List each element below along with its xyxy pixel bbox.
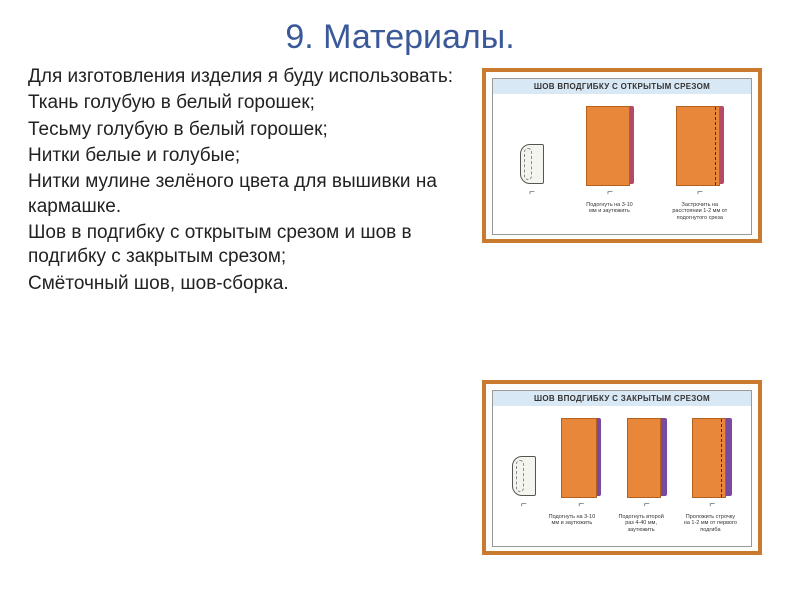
diagram2-step2: ⌐	[627, 418, 667, 507]
diagram2-cap1: Подогнуть на 3-10 мм и заутюжить	[544, 514, 599, 533]
para-2: Тесьму голубую в белый горошек;	[28, 118, 458, 142]
para-3: Нитки белые и голубые;	[28, 144, 458, 168]
diagram1-cap2: Застрочить на расстоянии 1-2 мм от подог…	[672, 202, 727, 221]
diagram1-cap1: Подогнуть на 3-10 мм и заутюжить	[582, 202, 637, 221]
diagram2-step1: ⌐	[561, 418, 601, 507]
diagram2-title: ШОВ ВПОДГИБКУ С ЗАКРЫТЫМ СРЕЗОМ	[493, 391, 751, 406]
diagram1-cap-blank	[517, 202, 547, 221]
diagram2-roll: ⌐	[512, 456, 536, 507]
seam-diagram-open: ШОВ ВПОДГИБКУ С ОТКРЫТЫМ СРЕЗОМ ⌐ ⌐ ⌐	[482, 68, 762, 243]
para-6: Смёточный шов, шов-сборка.	[28, 272, 458, 296]
para-0: Для изготовления изделия я буду использо…	[28, 65, 458, 89]
diagram2-cap2: Подогнуть второй раз 4-40 мм, заутюжить	[614, 514, 669, 533]
diagram1-step2: ⌐	[676, 106, 724, 195]
para-4: Нитки мулине зелёного цвета для вышивки …	[28, 170, 458, 219]
diagram1-step1: ⌐	[586, 106, 634, 195]
diagram2-cap3: Проложить строчку на 1-2 мм от первого п…	[683, 514, 738, 533]
slide-title: 9. Материалы.	[0, 0, 800, 65]
materials-text: Для изготовления изделия я буду использо…	[28, 65, 458, 296]
seam-diagram-closed: ШОВ ВПОДГИБКУ С ЗАКРЫТЫМ СРЕЗОМ ⌐ ⌐ ⌐	[482, 380, 762, 555]
diagram1-roll: ⌐	[520, 144, 544, 195]
diagram2-cap-blank	[506, 514, 530, 533]
diagram2-step3: ⌐	[692, 418, 732, 507]
para-1: Ткань голубую в белый горошек;	[28, 91, 458, 115]
diagram1-title: ШОВ ВПОДГИБКУ С ОТКРЫТЫМ СРЕЗОМ	[493, 79, 751, 94]
para-5: Шов в подгибку с открытым срезом и шов в…	[28, 221, 458, 270]
